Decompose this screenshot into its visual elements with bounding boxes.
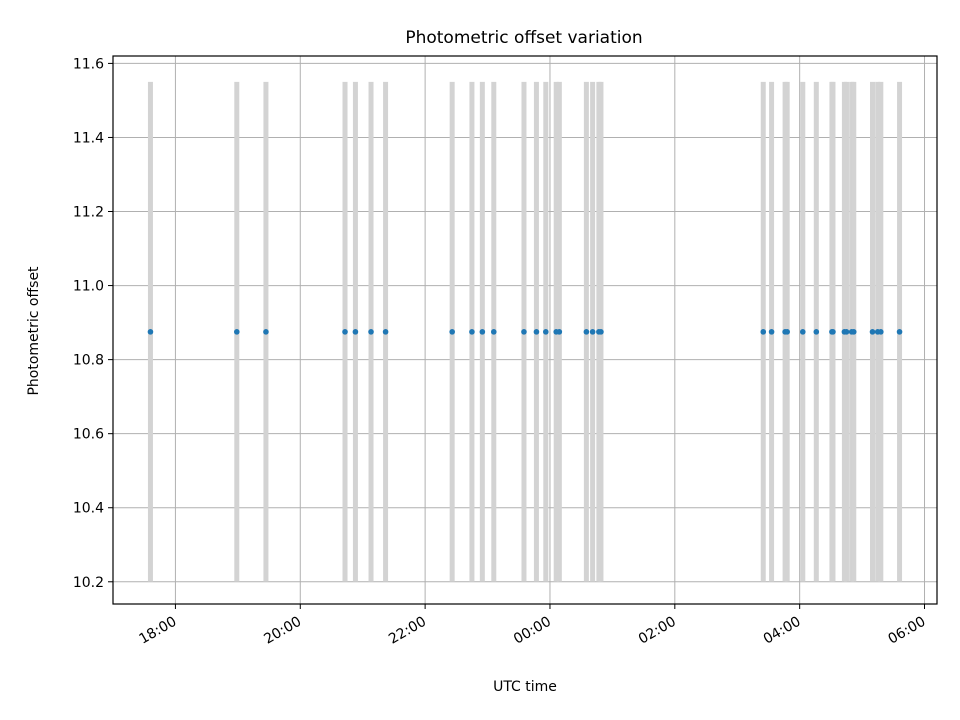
- data-point: [843, 329, 850, 335]
- x-tick-label: 22:00: [386, 614, 429, 648]
- data-point: [768, 329, 775, 335]
- x-tick-label: 20:00: [261, 614, 304, 648]
- data-point: [799, 329, 806, 335]
- y-tick-label: 10.4: [73, 501, 104, 517]
- data-point: [583, 329, 590, 335]
- y-tick-label: 11.6: [73, 56, 104, 72]
- data-point: [543, 329, 549, 335]
- data-point: [234, 329, 240, 335]
- plot-frame: [112, 55, 938, 605]
- data-point: [490, 329, 497, 335]
- y-tick-label: 11.4: [73, 130, 104, 146]
- y-tick-label: 10.8: [73, 353, 104, 369]
- x-tick-label: 02:00: [636, 614, 679, 648]
- data-point: [813, 329, 820, 335]
- y-axis-label: Photometric offset: [26, 266, 42, 396]
- data-point: [869, 329, 876, 335]
- x-axis-label: UTC time: [493, 679, 557, 695]
- x-axis-ticks: 18:00 20:00 22:00 00:00 02:00 04:00 06:00: [136, 604, 929, 648]
- y-tick-label: 11.0: [73, 279, 104, 295]
- data-point: [263, 329, 269, 335]
- data-point: [589, 329, 596, 335]
- x-tick-label: 04:00: [761, 614, 804, 648]
- data-points: [147, 329, 903, 335]
- data-point: [533, 329, 540, 335]
- x-tick-label: 00:00: [511, 614, 554, 648]
- y-tick-label: 11.2: [73, 205, 104, 221]
- data-point: [830, 329, 836, 335]
- x-tick-label: 18:00: [136, 614, 179, 648]
- data-point: [352, 329, 359, 335]
- data-point: [878, 329, 884, 335]
- y-tick-label: 10.6: [73, 427, 104, 443]
- data-point: [784, 329, 790, 335]
- data-point: [850, 329, 857, 335]
- x-tick-label: 06:00: [886, 614, 929, 648]
- y-tick-label: 10.2: [73, 575, 104, 591]
- data-point: [521, 329, 527, 335]
- data-point: [556, 329, 563, 335]
- data-point: [896, 329, 903, 335]
- data-point: [342, 329, 348, 335]
- data-point: [147, 329, 154, 335]
- data-point: [598, 329, 604, 335]
- data-point: [469, 329, 475, 335]
- y-axis-ticks: 10.2 10.4 10.6 10.8 11.0 11.2 11.4 11.6: [73, 56, 113, 591]
- data-point: [760, 329, 767, 335]
- chart-title: Photometric offset variation: [405, 28, 642, 48]
- data-point: [382, 329, 389, 335]
- data-point: [368, 329, 374, 335]
- data-point: [449, 329, 455, 335]
- data-point: [479, 329, 486, 335]
